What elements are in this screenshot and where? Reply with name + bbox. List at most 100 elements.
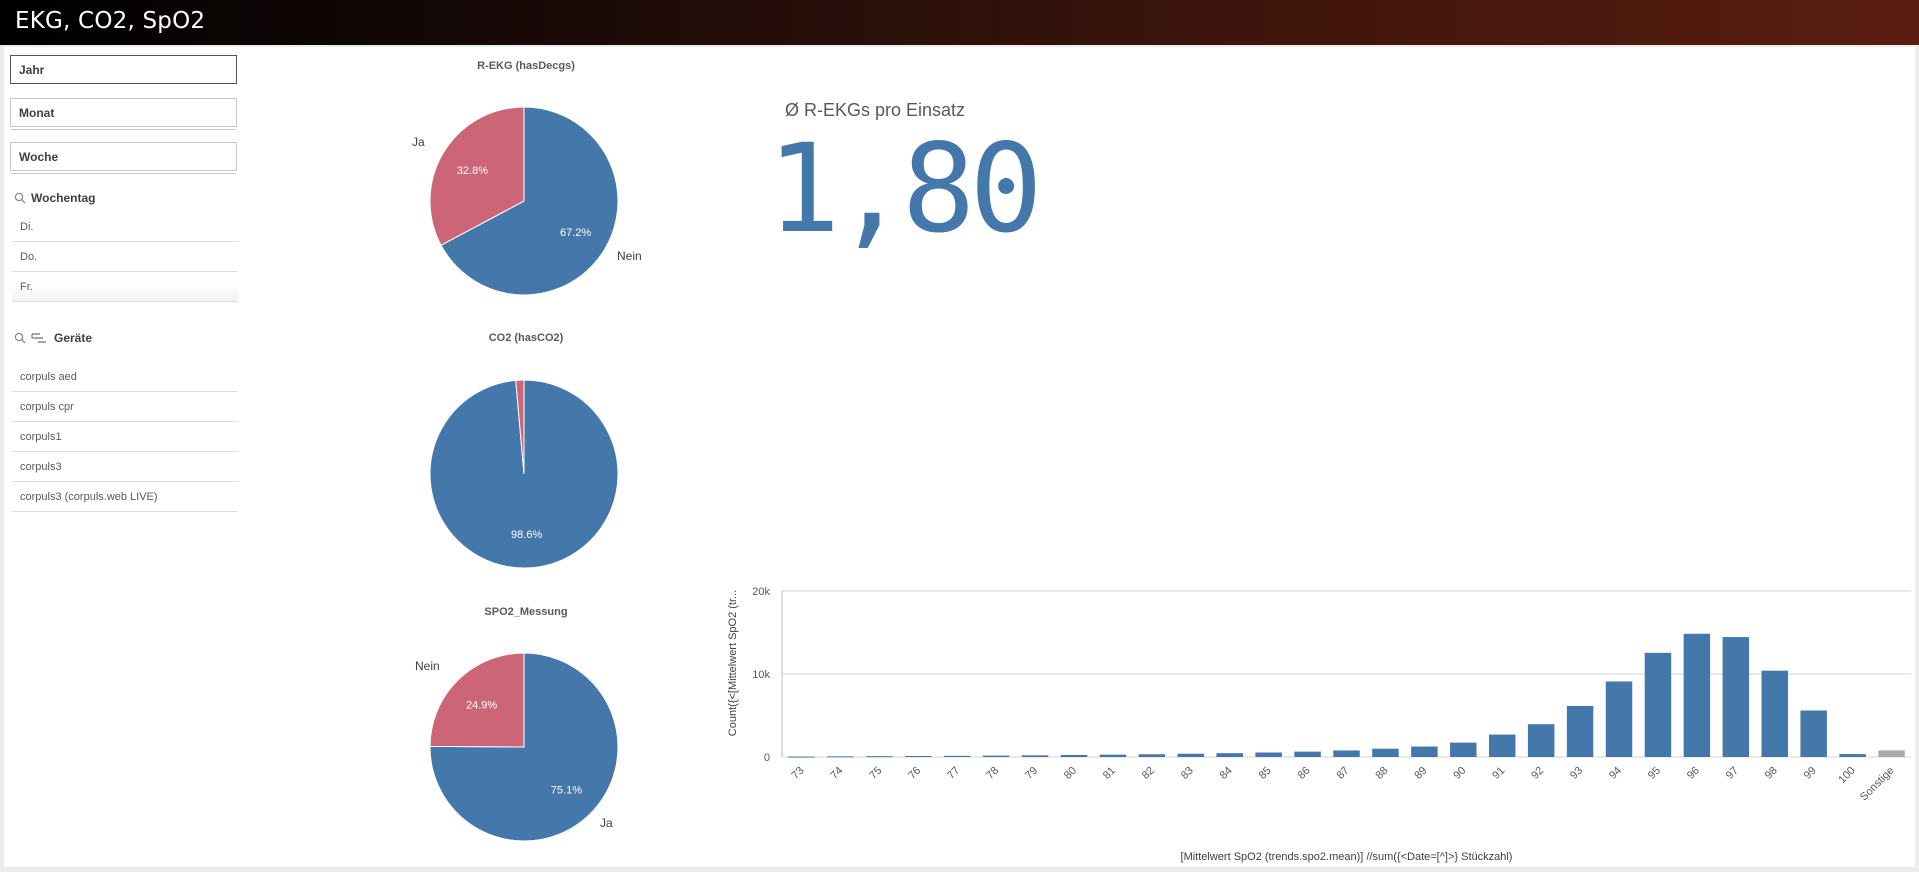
x-tick-label: 84	[1218, 765, 1235, 782]
list-item-wochentag[interactable]: Do.	[12, 243, 238, 272]
pie-slice[interactable]	[515, 379, 525, 475]
geraete-listbox-header[interactable]: Geräte	[14, 327, 92, 349]
x-tick-label: 86	[1296, 765, 1313, 782]
pie-data-label: 32.8%	[457, 165, 488, 177]
x-tick-label: 80	[1062, 765, 1079, 782]
x-tick-label: 100	[1836, 765, 1857, 786]
bar[interactable]	[1138, 754, 1166, 757]
filter-monat-label: Monat	[19, 106, 55, 120]
bar[interactable]	[1722, 637, 1750, 757]
filter-jahr[interactable]: Jahr	[10, 55, 237, 84]
x-tick-label: 79	[1023, 765, 1040, 782]
pie-label-nein: Nein	[617, 249, 642, 263]
bar[interactable]	[1411, 746, 1438, 757]
x-tick-label: 85	[1257, 765, 1274, 782]
bar[interactable]	[1605, 681, 1633, 757]
pie-data-label: 98.6%	[511, 529, 542, 541]
pie-slice[interactable]	[429, 106, 525, 246]
filter-woche-label: Woche	[19, 150, 59, 164]
x-axis-title: [Mittelwert SpO2 (trends.spo2.mean)] //s…	[1181, 851, 1513, 863]
wochentag-title: Wochentag	[31, 191, 96, 205]
bar[interactable]	[1761, 670, 1788, 757]
list-item-geraet[interactable]: corpuls aed	[12, 363, 238, 392]
pie-slice[interactable]	[429, 652, 525, 748]
y-axis-title: Count({<[Mittelwert SpO2 (tr...	[727, 590, 739, 736]
x-tick-label: 74	[828, 765, 845, 782]
x-tick-label: 82	[1140, 765, 1157, 782]
bar[interactable]	[1527, 724, 1555, 757]
list-item-geraet[interactable]: corpuls cpr	[12, 393, 238, 422]
filter-woche[interactable]: Woche	[10, 142, 237, 174]
pie-slice[interactable]	[429, 652, 619, 842]
list-item-wochentag[interactable]: Fr.	[12, 273, 238, 302]
bar[interactable]	[1099, 754, 1127, 757]
bar[interactable]	[1488, 734, 1516, 757]
wochentag-listbox-header[interactable]: Wochentag	[14, 187, 95, 209]
bar[interactable]	[827, 756, 854, 758]
search-icon[interactable]	[14, 192, 26, 204]
filter-underline	[11, 129, 236, 130]
x-tick-label: 95	[1646, 765, 1663, 782]
pie-label-nein: Nein	[415, 659, 440, 673]
bar[interactable]	[943, 755, 971, 757]
x-tick-label: 77	[945, 765, 962, 782]
pie-data-label: 67.2%	[560, 227, 591, 239]
kpi-title: Ø R-EKGs pro Einsatz	[785, 100, 966, 120]
pie-label-ja: Ja	[600, 816, 613, 830]
x-tick-label: 83	[1179, 765, 1196, 782]
search-icon[interactable]	[14, 332, 26, 344]
bar[interactable]	[1372, 748, 1399, 757]
x-tick-label: 90	[1451, 765, 1468, 782]
list-item-geraet[interactable]: corpuls3 (corpuls.web LIVE)	[12, 483, 238, 512]
chart-title-spo2-messung: SPO2_Messung	[484, 606, 568, 618]
sheet-canvas: Jahr Monat Woche Wochentag Di. Do. Fr. G…	[4, 47, 1915, 867]
bar[interactable]	[1177, 753, 1205, 757]
bar[interactable]	[1060, 755, 1088, 757]
bar[interactable]	[1800, 710, 1827, 757]
app-title: EKG, CO2, SpO2	[15, 8, 206, 34]
list-item-geraet[interactable]: corpuls3	[12, 453, 238, 482]
pie-data-label: 75.1%	[551, 785, 582, 797]
chart-title-r-ekg: R-EKG (hasDecgs)	[477, 60, 575, 72]
pie-chart-co2[interactable]: 98.6%	[428, 378, 620, 570]
x-tick-label: 75	[867, 765, 884, 782]
pie-slice[interactable]	[440, 106, 619, 296]
y-tick-label: 10k	[752, 669, 770, 681]
x-tick-label: Sonstige	[1858, 765, 1897, 804]
x-tick-label: 99	[1802, 765, 1819, 782]
bar[interactable]	[1255, 752, 1282, 757]
bar[interactable]	[1878, 750, 1905, 757]
list-item-geraet[interactable]: corpuls1	[12, 423, 238, 452]
chart-title-co2: CO2 (hasCO2)	[488, 332, 564, 344]
filter-jahr-label: Jahr	[19, 63, 45, 77]
x-tick-label: 98	[1763, 765, 1780, 782]
pie-label-ja: Ja	[412, 135, 425, 149]
bar[interactable]	[1683, 633, 1711, 757]
bar[interactable]	[905, 756, 932, 758]
pie-chart-spo2-messung[interactable]: 75.1% 24.9%	[428, 651, 620, 843]
x-tick-label: 88	[1373, 765, 1390, 782]
bar[interactable]	[1294, 751, 1321, 757]
bar[interactable]	[1566, 705, 1594, 757]
x-tick-label: 97	[1724, 765, 1741, 782]
bar[interactable]	[788, 756, 815, 758]
bar[interactable]	[1839, 754, 1866, 757]
bar[interactable]	[1021, 755, 1049, 757]
bar[interactable]	[1333, 750, 1360, 757]
bar[interactable]	[866, 756, 893, 758]
app-header: EKG, CO2, SpO2	[0, 0, 1919, 45]
list-item-wochentag[interactable]: Di.	[12, 213, 238, 242]
bar-chart-spo2[interactable]: 0 10k 20k 73 74 75 76 77 78 79 80 81 82 83 84 85 86 87 88 8…	[724, 585, 1915, 865]
x-tick-label: 87	[1334, 765, 1351, 782]
x-tick-label: 96	[1685, 765, 1702, 782]
x-tick-label: 94	[1607, 765, 1624, 782]
x-tick-label: 93	[1568, 765, 1585, 782]
bar[interactable]	[1644, 652, 1672, 757]
pie-chart-r-ekg[interactable]: 67.2% 32.8%	[428, 105, 620, 297]
bar[interactable]	[982, 755, 1010, 757]
x-tick-label: 92	[1529, 765, 1546, 782]
bar[interactable]	[1216, 753, 1243, 757]
kpi-value: 1,80	[767, 118, 1043, 260]
bar[interactable]	[1450, 742, 1477, 757]
filter-monat[interactable]: Monat	[10, 98, 237, 130]
